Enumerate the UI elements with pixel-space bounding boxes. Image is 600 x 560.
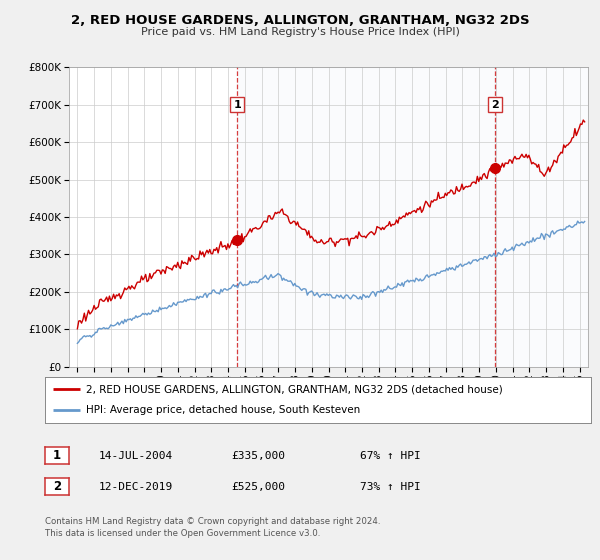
- Text: 2: 2: [53, 480, 61, 493]
- Text: 73% ↑ HPI: 73% ↑ HPI: [360, 482, 421, 492]
- Text: This data is licensed under the Open Government Licence v3.0.: This data is licensed under the Open Gov…: [45, 529, 320, 538]
- Text: 2: 2: [491, 100, 499, 110]
- Text: 2, RED HOUSE GARDENS, ALLINGTON, GRANTHAM, NG32 2DS (detached house): 2, RED HOUSE GARDENS, ALLINGTON, GRANTHA…: [86, 384, 503, 394]
- Text: £525,000: £525,000: [231, 482, 285, 492]
- Bar: [237, 67, 495, 367]
- Bar: [495, 67, 588, 367]
- Text: 67% ↑ HPI: 67% ↑ HPI: [360, 451, 421, 461]
- Text: 12-DEC-2019: 12-DEC-2019: [99, 482, 173, 492]
- Text: 1: 1: [53, 449, 61, 463]
- Text: 2, RED HOUSE GARDENS, ALLINGTON, GRANTHAM, NG32 2DS: 2, RED HOUSE GARDENS, ALLINGTON, GRANTHA…: [71, 14, 529, 27]
- Text: Contains HM Land Registry data © Crown copyright and database right 2024.: Contains HM Land Registry data © Crown c…: [45, 517, 380, 526]
- Text: £335,000: £335,000: [231, 451, 285, 461]
- Text: 14-JUL-2004: 14-JUL-2004: [99, 451, 173, 461]
- Text: Price paid vs. HM Land Registry's House Price Index (HPI): Price paid vs. HM Land Registry's House …: [140, 27, 460, 37]
- Text: HPI: Average price, detached house, South Kesteven: HPI: Average price, detached house, Sout…: [86, 405, 360, 416]
- Text: 1: 1: [233, 100, 241, 110]
